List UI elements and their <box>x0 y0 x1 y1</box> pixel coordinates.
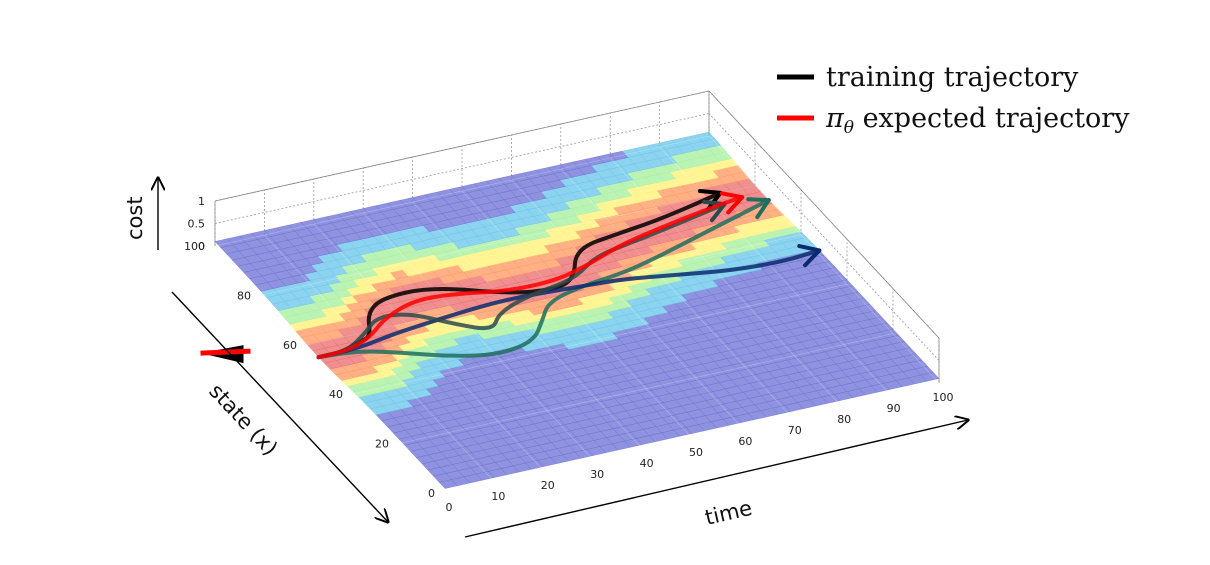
legend-math-theta: θ <box>844 118 854 138</box>
legend-label-expected: πθ expected trajectory <box>825 103 1130 138</box>
floor-grid-line <box>609 157 841 406</box>
floor-grid-line <box>444 382 940 494</box>
legend-math-pi: π <box>825 103 845 134</box>
state-tick-40: 40 <box>329 388 343 401</box>
time-tick-20: 20 <box>541 479 555 492</box>
legend-label-training: training trajectory <box>826 62 1079 93</box>
cost-tick-0: 0 <box>198 240 205 253</box>
state-tick-0: 0 <box>428 487 435 500</box>
cost-tick-0.5: 0.5 <box>188 218 206 231</box>
trajectories <box>200 189 822 364</box>
surface-patch <box>696 131 716 142</box>
axes-box <box>214 90 940 383</box>
time-tick-100: 100 <box>933 391 954 404</box>
state-tick-60: 60 <box>283 339 297 352</box>
time-tick-0: 0 <box>446 501 453 514</box>
state-axis-arrow <box>171 291 388 522</box>
floor-grid-line <box>352 283 848 395</box>
time-tick-90: 90 <box>887 402 901 415</box>
floor-grid-line <box>313 223 545 472</box>
trajectory-4 <box>316 195 745 360</box>
time-tick-30: 30 <box>590 468 604 481</box>
state-tick-80: 80 <box>237 289 251 302</box>
trajectory-arrowhead-2 <box>797 244 822 268</box>
time-tick-40: 40 <box>640 457 654 470</box>
floor-grid-line <box>214 245 446 494</box>
trajectory-1 <box>316 198 771 360</box>
trajectory-2 <box>316 248 822 360</box>
time-axis-arrow <box>464 420 968 538</box>
floor-grid <box>214 135 940 494</box>
trajectory-arrowhead-4 <box>719 191 745 215</box>
floor-grid-line <box>214 135 710 247</box>
side-grid-line <box>708 113 940 361</box>
axes-box-edge <box>708 90 940 339</box>
floor-grid-line <box>560 168 792 417</box>
cost-axis-title: cost <box>123 196 147 240</box>
floor-grid-line <box>412 201 643 450</box>
floor-grid-line <box>398 333 894 444</box>
state-tick-20: 20 <box>375 438 389 451</box>
floor-grid-line <box>659 146 890 395</box>
cost-tick-1: 1 <box>198 195 205 208</box>
time-axis-title: time <box>703 496 755 530</box>
floor-grid-line <box>461 190 693 439</box>
floor-grid-line <box>264 234 495 483</box>
cost-surface <box>214 131 940 489</box>
time-tick-10: 10 <box>491 490 505 503</box>
legend: training trajectory πθ expected trajecto… <box>777 62 1130 138</box>
axes-box-edge <box>214 90 710 202</box>
time-tick-60: 60 <box>738 435 752 448</box>
expected-start-segment <box>200 348 251 356</box>
back-grid-line <box>214 113 710 224</box>
time-tick-50: 50 <box>689 446 703 459</box>
legend-label-expected-rest: expected trajectory <box>854 103 1130 134</box>
floor-grid-line <box>362 212 594 461</box>
floor-grid-line <box>708 135 940 384</box>
floor-grid-line <box>511 179 742 428</box>
floor-grid-line <box>260 185 756 296</box>
time-tick-70: 70 <box>788 424 802 437</box>
state-tick-100: 100 <box>184 240 205 253</box>
time-tick-80: 80 <box>837 413 851 426</box>
trajectory-arrowhead-1 <box>746 197 771 220</box>
state-axis-title: state (x) <box>204 379 282 460</box>
